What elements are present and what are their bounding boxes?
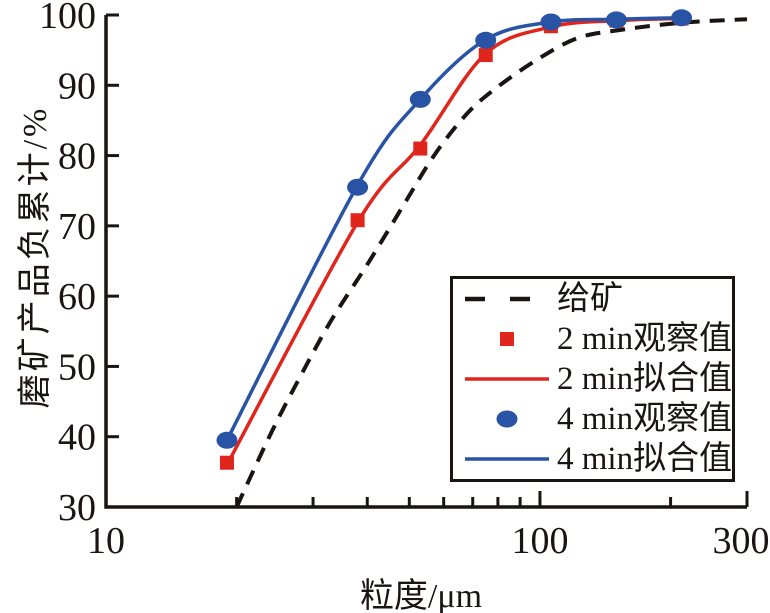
legend-label: 4 min拟合值 (557, 440, 733, 477)
y-tick-label: 90 (58, 65, 96, 107)
y-tick-label: 40 (58, 417, 96, 459)
data-point-square (478, 48, 493, 63)
y-tick-label: 80 (58, 136, 96, 178)
legend-swatch-graphic (500, 332, 514, 346)
legend-marker (500, 332, 514, 346)
data-point-square (350, 213, 365, 228)
y-tick-label: 60 (58, 276, 96, 318)
data-point-circle (671, 9, 693, 27)
data-point-circle (409, 90, 431, 108)
legend-swatch-graphic (465, 377, 549, 381)
data-point-circle (605, 11, 627, 29)
data-point-square (413, 141, 428, 156)
y-tick-label: 100 (39, 0, 96, 37)
y-tick-label: 50 (58, 346, 96, 388)
legend-item: 4 min拟合值 (453, 439, 732, 479)
legend-item: 2 min拟合值 (453, 359, 732, 399)
legend-label: 2 min观察值 (557, 320, 733, 357)
legend-square-swatch-icon (453, 327, 557, 351)
legend-label: 4 min观察值 (557, 400, 733, 437)
legend-dashed-line-swatch-icon (453, 287, 557, 311)
data-point-circle (540, 13, 562, 31)
obs-4min-markers (216, 9, 693, 449)
legend-circle-swatch-icon (453, 407, 557, 431)
x-tick-label: 100 (511, 520, 568, 562)
legend-line-swatch-icon (453, 367, 557, 391)
feed-curve (234, 17, 748, 508)
legend-marker (496, 410, 518, 428)
x-tick-label: 300 (713, 520, 770, 562)
legend-item: 4 min观察值 (453, 399, 732, 439)
legend-box: 给矿 2 min观察值 2 min拟合值 4 min观察值 4 min拟合值 (450, 276, 735, 482)
data-point-circle (347, 178, 369, 196)
y-tick-label: 30 (58, 487, 96, 529)
y-tick-label: 70 (58, 206, 96, 248)
data-point-circle (475, 31, 497, 49)
legend-swatch-graphic (465, 457, 549, 461)
legend-line-swatch-icon (453, 447, 557, 471)
legend-swatch-graphic (496, 410, 518, 428)
data-point-square (219, 455, 234, 470)
legend-item: 2 min观察值 (453, 319, 732, 359)
legend-swatch-graphic (465, 296, 533, 302)
y-axis-title: 磨矿产品负累计/% (17, 105, 54, 409)
x-axis-title: 粒度/μm (359, 578, 483, 613)
data-point-circle (216, 431, 238, 449)
legend-label: 给矿 (557, 280, 623, 317)
x-tick-label: 10 (87, 520, 125, 562)
legend-label: 2 min拟合值 (557, 360, 733, 397)
legend-item: 给矿 (453, 279, 732, 319)
